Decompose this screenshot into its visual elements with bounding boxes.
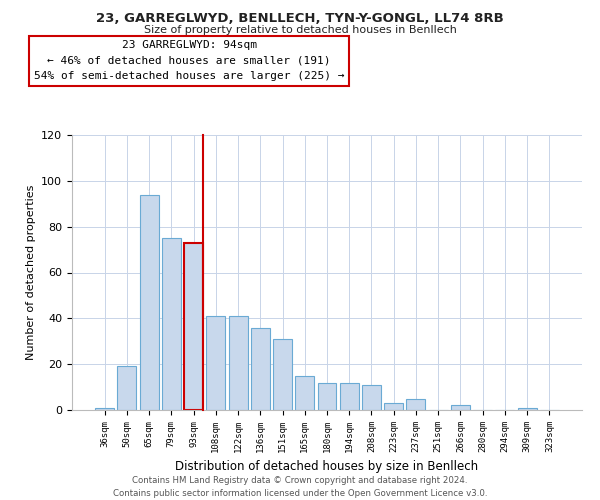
Bar [162,238,181,410]
Text: Contains HM Land Registry data © Crown copyright and database right 2024.
Contai: Contains HM Land Registry data © Crown c… [113,476,487,498]
Bar [95,408,114,410]
Bar [273,339,292,410]
Bar [184,242,203,410]
Bar [518,408,536,410]
Bar [317,382,337,410]
Bar [362,385,381,410]
Bar [206,316,225,410]
Text: Size of property relative to detached houses in Benllech: Size of property relative to detached ho… [143,25,457,35]
Text: 23 GARREGLWYD: 94sqm
← 46% of detached houses are smaller (191)
54% of semi-deta: 23 GARREGLWYD: 94sqm ← 46% of detached h… [34,40,344,81]
Bar [406,398,425,410]
Bar [251,328,270,410]
Bar [340,382,359,410]
Bar [140,194,158,410]
Bar [451,406,470,410]
Y-axis label: Number of detached properties: Number of detached properties [26,185,35,360]
Bar [384,403,403,410]
Bar [229,316,248,410]
X-axis label: Distribution of detached houses by size in Benllech: Distribution of detached houses by size … [175,460,479,473]
Bar [118,366,136,410]
Text: 23, GARREGLWYD, BENLLECH, TYN-Y-GONGL, LL74 8RB: 23, GARREGLWYD, BENLLECH, TYN-Y-GONGL, L… [96,12,504,26]
Bar [295,376,314,410]
